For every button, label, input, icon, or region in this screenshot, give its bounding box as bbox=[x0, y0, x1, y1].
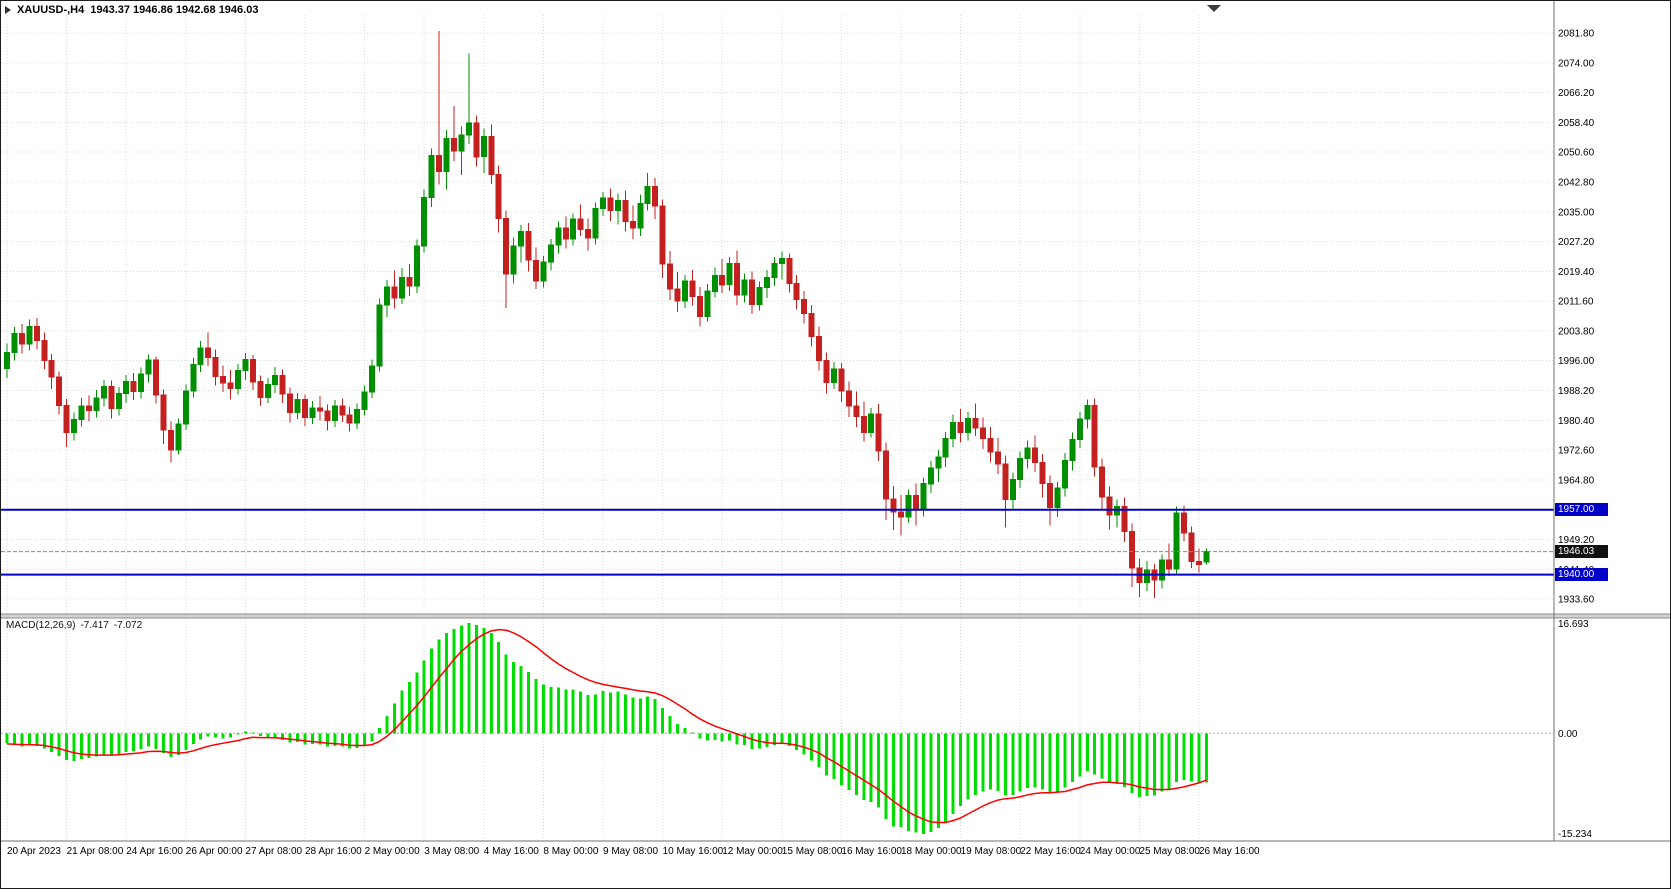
svg-text:18 May 00:00: 18 May 00:00 bbox=[901, 846, 962, 857]
time-axis[interactable]: 20 Apr 2023 21 Apr 08:00 24 Apr 16:00 26 Ap… bbox=[7, 846, 1260, 857]
svg-text:9 May 08:00: 9 May 08:00 bbox=[603, 846, 658, 857]
svg-text:24 May 00:00: 24 May 00:00 bbox=[1080, 846, 1141, 857]
indicator-axis[interactable]: 16.693 0.00 -15.234 bbox=[1558, 619, 1592, 840]
svg-text:1964.80: 1964.80 bbox=[1558, 475, 1595, 486]
svg-text:10 May 16:00: 10 May 16:00 bbox=[663, 846, 724, 857]
svg-text:1988.20: 1988.20 bbox=[1558, 386, 1595, 397]
svg-text:3 May 08:00: 3 May 08:00 bbox=[424, 846, 479, 857]
svg-text:1980.40: 1980.40 bbox=[1558, 416, 1595, 427]
svg-text:2042.80: 2042.80 bbox=[1558, 178, 1595, 189]
svg-text:2058.40: 2058.40 bbox=[1558, 118, 1595, 129]
svg-text:16 May 16:00: 16 May 16:00 bbox=[841, 846, 902, 857]
svg-text:2050.60: 2050.60 bbox=[1558, 148, 1595, 159]
svg-text:22 May 16:00: 22 May 16:00 bbox=[1020, 846, 1081, 857]
svg-text:2081.80: 2081.80 bbox=[1558, 29, 1595, 40]
svg-text:1933.60: 1933.60 bbox=[1558, 595, 1595, 606]
support-badge: 1940.00 bbox=[1555, 568, 1608, 582]
resistance-badge: 1957.00 bbox=[1555, 503, 1608, 517]
ohlc-values: 1943.37 1946.86 1942.68 1946.03 bbox=[90, 4, 259, 16]
svg-text:26 May 16:00: 26 May 16:00 bbox=[1199, 846, 1260, 857]
svg-text:25 May 08:00: 25 May 08:00 bbox=[1139, 846, 1200, 857]
svg-text:1949.20: 1949.20 bbox=[1558, 535, 1595, 546]
svg-text:8 May 00:00: 8 May 00:00 bbox=[543, 846, 598, 857]
macd-indicator-label: MACD(12,26,9) -7.417 -7.072 bbox=[6, 620, 142, 631]
svg-text:21 Apr 08:00: 21 Apr 08:00 bbox=[67, 846, 124, 857]
grid bbox=[1, 15, 1554, 839]
macd-signal-value: -7.072 bbox=[113, 620, 143, 631]
svg-text:2011.60: 2011.60 bbox=[1558, 297, 1594, 308]
svg-text:1996.00: 1996.00 bbox=[1558, 356, 1595, 367]
macd-main-value: -7.417 bbox=[80, 620, 109, 631]
one-click-trading-icon[interactable] bbox=[5, 6, 11, 14]
svg-text:2019.40: 2019.40 bbox=[1558, 267, 1595, 278]
svg-text:26 Apr 00:00: 26 Apr 00:00 bbox=[186, 846, 243, 857]
macd-name: MACD(12,26,9) bbox=[6, 620, 76, 631]
svg-text:2066.20: 2066.20 bbox=[1558, 88, 1595, 99]
svg-text:20 Apr 2023: 20 Apr 2023 bbox=[7, 846, 61, 857]
macd-histogram bbox=[5, 623, 1208, 834]
pane-separator[interactable] bbox=[1, 613, 1670, 619]
chart-shift-marker-icon[interactable] bbox=[1207, 5, 1221, 12]
candlesticks bbox=[4, 31, 1210, 598]
svg-text:1972.60: 1972.60 bbox=[1558, 446, 1595, 457]
svg-text:2027.20: 2027.20 bbox=[1558, 237, 1595, 248]
svg-text:2003.80: 2003.80 bbox=[1558, 327, 1595, 338]
svg-text:2 May 00:00: 2 May 00:00 bbox=[365, 846, 420, 857]
svg-text:-15.234: -15.234 bbox=[1558, 829, 1592, 840]
svg-text:24 Apr 16:00: 24 Apr 16:00 bbox=[126, 846, 183, 857]
bid-badge: 1946.03 bbox=[1555, 545, 1608, 559]
svg-text:4 May 16:00: 4 May 16:00 bbox=[484, 846, 539, 857]
svg-text:19 May 08:00: 19 May 08:00 bbox=[961, 846, 1022, 857]
svg-text:27 Apr 08:00: 27 Apr 08:00 bbox=[245, 846, 302, 857]
chart-title: XAUUSD-,H4 1943.37 1946.86 1942.68 1946.… bbox=[5, 4, 258, 16]
svg-text:28 Apr 16:00: 28 Apr 16:00 bbox=[305, 846, 362, 857]
price-axis[interactable]: 2081.80 2074.00 2066.20 2058.40 2050.60 2042.… bbox=[1558, 29, 1595, 606]
svg-text:0.00: 0.00 bbox=[1558, 729, 1578, 740]
svg-text:2074.00: 2074.00 bbox=[1558, 58, 1595, 69]
svg-text:12 May 00:00: 12 May 00:00 bbox=[722, 846, 783, 857]
svg-text:15 May 08:00: 15 May 08:00 bbox=[782, 846, 843, 857]
symbol-period-label: XAUUSD-,H4 bbox=[17, 4, 85, 16]
svg-text:16.693: 16.693 bbox=[1558, 619, 1589, 630]
macd-signal-line bbox=[6, 628, 1207, 824]
svg-text:2035.00: 2035.00 bbox=[1558, 207, 1595, 218]
